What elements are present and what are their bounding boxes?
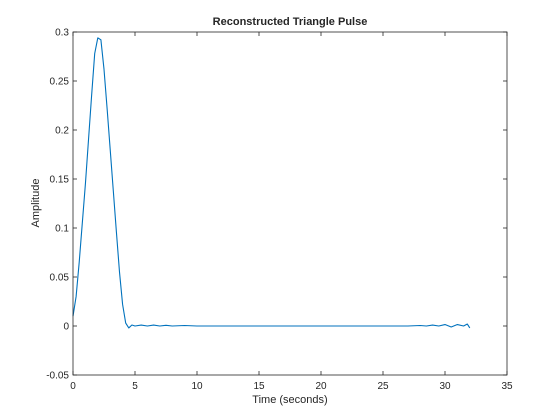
y-axis: -0.05 0 0.05 0.1 0.15 0.2 0.25 0.3 bbox=[46, 28, 507, 382]
x-tick-label: 0 bbox=[70, 381, 76, 392]
x-tick-label: 10 bbox=[191, 381, 203, 392]
y-axis-label: Amplitude bbox=[30, 179, 42, 228]
x-tick-label: 25 bbox=[377, 381, 389, 392]
y-tick-label: 0 bbox=[63, 322, 69, 333]
y-tick-label: 0.05 bbox=[50, 273, 70, 284]
axes-box bbox=[72, 31, 508, 376]
y-tick-label: 0.15 bbox=[50, 175, 70, 186]
curve-layer bbox=[72, 37, 471, 329]
x-tick-label: 5 bbox=[132, 381, 138, 392]
y-tick-label: 0.2 bbox=[55, 126, 69, 137]
y-tick-label: -0.05 bbox=[46, 371, 69, 382]
y-tick-label: 0.1 bbox=[55, 224, 69, 235]
x-tick-label: 15 bbox=[253, 381, 265, 392]
chart-title: Reconstructed Triangle Pulse bbox=[213, 16, 368, 28]
x-tick-label: 30 bbox=[439, 381, 451, 392]
x-axis: 0 5 10 15 20 25 30 35 bbox=[70, 32, 513, 392]
x-axis-label: Time (seconds) bbox=[252, 394, 327, 406]
plot-area bbox=[73, 32, 507, 375]
x-tick-label: 20 bbox=[315, 381, 327, 392]
y-tick-label: 0.3 bbox=[55, 28, 69, 39]
x-tick-label: 35 bbox=[501, 381, 513, 392]
y-tick-label: 0.25 bbox=[50, 77, 70, 88]
series-line bbox=[72, 37, 471, 329]
